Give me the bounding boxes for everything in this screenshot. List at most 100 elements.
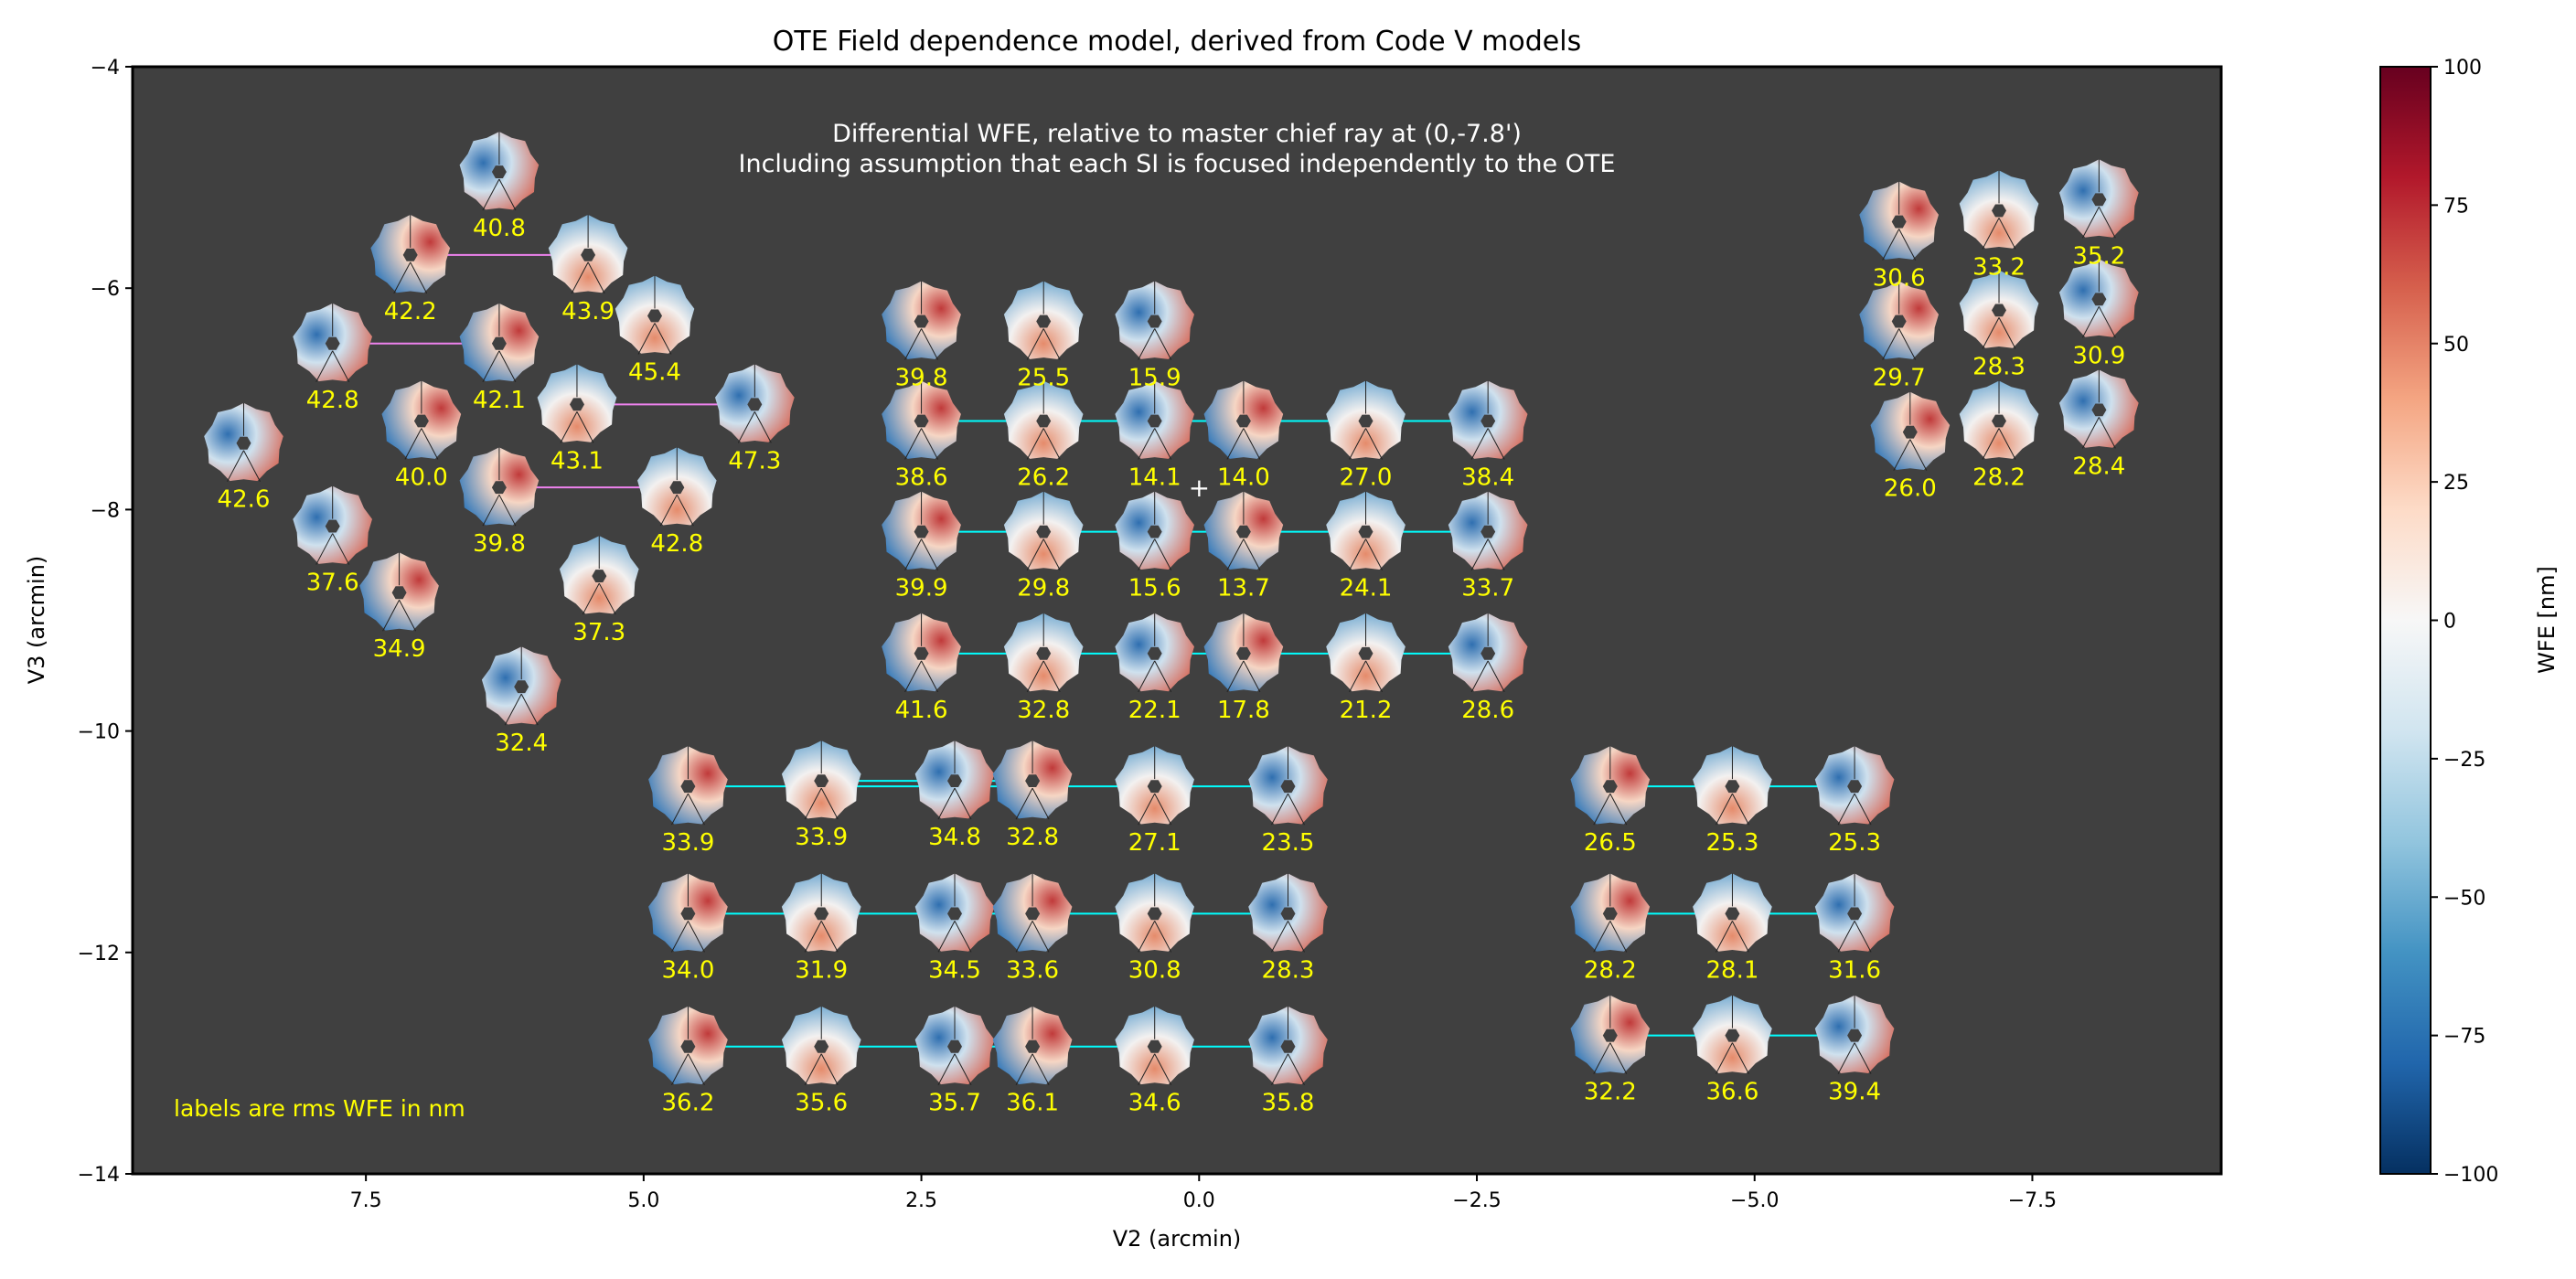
- colorbar-tick-label: −100: [2443, 1164, 2498, 1187]
- rms-wfe-label: 21.2: [1340, 697, 1393, 724]
- rms-wfe-label: 32.8: [1017, 697, 1070, 724]
- x-tick-label: −7.5: [2008, 1189, 2057, 1212]
- rms-wfe-label: 13.7: [1217, 575, 1270, 602]
- y-tick-label: −4: [91, 57, 120, 80]
- x-tick-label: 5.0: [627, 1189, 659, 1212]
- rms-wfe-label: 41.6: [895, 697, 948, 724]
- rms-wfe-label: 40.8: [473, 215, 526, 242]
- rms-wfe-label: 47.3: [728, 447, 781, 474]
- rms-wfe-label: 33.6: [1006, 956, 1059, 984]
- rms-wfe-label: 31.6: [1828, 956, 1881, 984]
- colorbar-label: WFE [nm]: [2534, 566, 2560, 674]
- y-tick-label: −14: [78, 1164, 120, 1187]
- rms-wfe-label: 38.4: [1461, 464, 1514, 492]
- rms-wfe-label: 43.1: [550, 447, 604, 474]
- x-tick-label: 0.0: [1183, 1189, 1215, 1212]
- rms-wfe-label: 29.8: [1017, 575, 1070, 602]
- rms-wfe-label: 15.9: [1128, 365, 1181, 392]
- y-tick-label: −6: [91, 278, 120, 301]
- master-chief-ray-marker: +: [1189, 473, 1210, 503]
- x-tick-label: −5.0: [1730, 1189, 1779, 1212]
- rms-wfe-label: 35.2: [2072, 242, 2125, 270]
- rms-wfe-label: 42.1: [473, 387, 526, 414]
- rms-wfe-label: 37.3: [572, 619, 625, 646]
- colorbar-tick-label: 50: [2443, 334, 2469, 357]
- rms-wfe-label: 42.8: [650, 530, 703, 558]
- rms-wfe-label: 35.7: [928, 1090, 981, 1117]
- rms-wfe-label: 34.8: [928, 824, 981, 851]
- rms-wfe-label: 24.1: [1340, 575, 1393, 602]
- rms-wfe-label: 42.6: [218, 486, 271, 514]
- rms-wfe-label: 40.0: [395, 464, 448, 492]
- rms-wfe-label: 33.7: [1461, 575, 1514, 602]
- rms-wfe-label: 36.2: [662, 1090, 715, 1117]
- rms-wfe-label: 17.8: [1217, 697, 1270, 724]
- y-axis-label: V3 (arcmin): [24, 556, 49, 685]
- rms-wfe-label: 26.0: [1884, 475, 1937, 503]
- rms-wfe-label: 33.9: [795, 824, 848, 851]
- colorbar-tick-label: −25: [2443, 749, 2485, 772]
- rms-wfe-label: 39.9: [895, 575, 948, 602]
- rms-wfe-label: 29.7: [1873, 365, 1926, 392]
- rms-wfe-label: 28.6: [1461, 697, 1514, 724]
- rms-wfe-label: 23.5: [1262, 829, 1315, 857]
- rms-wfe-label: 14.0: [1217, 464, 1270, 492]
- rms-wfe-label: 22.1: [1128, 697, 1181, 724]
- rms-wfe-label: 35.6: [795, 1090, 848, 1117]
- rms-wfe-label: 43.9: [561, 298, 615, 325]
- rms-wfe-label: 28.3: [1972, 353, 2026, 380]
- rms-wfe-label: 39.8: [473, 530, 526, 558]
- note-text: labels are rms WFE in nm: [174, 1095, 465, 1122]
- x-tick-label: 7.5: [350, 1189, 382, 1212]
- y-tick-label: −8: [91, 499, 120, 522]
- x-tick-label: −2.5: [1452, 1189, 1501, 1212]
- rms-wfe-label: 42.8: [306, 387, 359, 414]
- rms-wfe-label: 28.2: [1972, 464, 2026, 492]
- rms-wfe-label: 28.3: [1262, 956, 1315, 984]
- rms-wfe-label: 34.6: [1128, 1090, 1181, 1117]
- rms-wfe-label: 26.5: [1584, 829, 1637, 857]
- rms-wfe-label: 37.6: [306, 570, 359, 597]
- chart-subtitle-line-1: Differential WFE, relative to master chi…: [832, 120, 1522, 148]
- rms-wfe-label: 30.8: [1128, 956, 1181, 984]
- rms-wfe-label: 27.1: [1128, 829, 1181, 857]
- rms-wfe-label: 39.4: [1828, 1079, 1881, 1106]
- rms-wfe-label: 30.9: [2072, 342, 2125, 369]
- colorbar-tick-label: 0: [2443, 611, 2456, 634]
- x-axis-label: V2 (arcmin): [1113, 1226, 1242, 1252]
- rms-wfe-label: 39.8: [895, 365, 948, 392]
- rms-wfe-label: 36.1: [1006, 1090, 1059, 1117]
- rms-wfe-label: 36.6: [1706, 1079, 1759, 1106]
- rms-wfe-label: 30.6: [1873, 265, 1926, 293]
- rms-wfe-label: 25.3: [1706, 829, 1759, 857]
- rms-wfe-label: 45.4: [628, 358, 681, 386]
- rms-wfe-label: 31.9: [795, 956, 848, 984]
- rms-wfe-label: 34.9: [373, 635, 426, 663]
- rms-wfe-label: 33.2: [1972, 253, 2026, 281]
- chart-subtitle-line-2: Including assumption that each SI is foc…: [739, 150, 1616, 178]
- rms-wfe-label: 25.5: [1017, 365, 1070, 392]
- rms-wfe-label: 34.5: [928, 956, 981, 984]
- colorbar-tick-label: 75: [2443, 195, 2469, 218]
- rms-wfe-label: 26.2: [1017, 464, 1070, 492]
- rms-wfe-label: 14.1: [1128, 464, 1181, 492]
- rms-wfe-label: 32.4: [495, 730, 548, 757]
- rms-wfe-label: 28.1: [1706, 956, 1759, 984]
- rms-wfe-label: 25.3: [1828, 829, 1881, 857]
- colorbar-tick-label: 100: [2443, 57, 2482, 80]
- rms-wfe-label: 32.2: [1584, 1079, 1637, 1106]
- x-tick-label: 2.5: [905, 1189, 937, 1212]
- y-tick-label: −12: [78, 943, 120, 965]
- rms-wfe-label: 27.0: [1340, 464, 1393, 492]
- colorbar-tick-label: −50: [2443, 887, 2485, 910]
- rms-wfe-label: 38.6: [895, 464, 948, 492]
- rms-wfe-label: 15.6: [1128, 575, 1181, 602]
- rms-wfe-label: 33.9: [662, 829, 715, 857]
- colorbar-tick-label: −75: [2443, 1026, 2485, 1049]
- rms-wfe-label: 42.2: [384, 298, 437, 325]
- rms-wfe-label: 32.8: [1006, 824, 1059, 851]
- colorbar: [2380, 67, 2431, 1174]
- rms-wfe-label: 34.0: [662, 956, 715, 984]
- y-tick-label: −10: [78, 721, 120, 744]
